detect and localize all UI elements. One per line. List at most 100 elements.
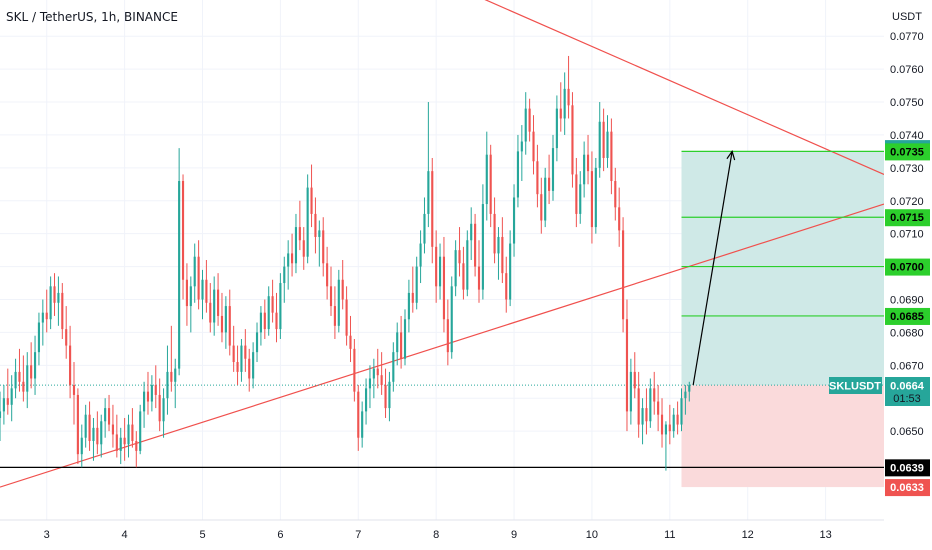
candle-body [353, 348, 356, 392]
candle-body [189, 286, 192, 307]
candle-body [497, 236, 500, 254]
time-axis[interactable]: 3 4 5 6 7 8 9 10 11 12 13 [44, 529, 832, 541]
x-tick-label: 12 [742, 529, 754, 541]
projection-arrow-head [726, 150, 736, 161]
candle-body [329, 286, 333, 307]
candle-body [37, 322, 41, 353]
price-tag-bg [885, 258, 930, 276]
candle-body [668, 424, 671, 432]
candle-body [104, 408, 107, 422]
candle-body [26, 365, 29, 392]
candle-body [540, 194, 543, 221]
y-tick-label: 0.0760 [890, 64, 924, 76]
candle-body [333, 306, 336, 326]
price-tag-value: 0.0735 [890, 146, 924, 158]
candle-body [637, 388, 640, 425]
candle-body [49, 286, 52, 320]
x-tick-label: 9 [511, 529, 517, 541]
candle-body [688, 385, 691, 392]
candle-body [287, 253, 290, 267]
candle-body [520, 141, 523, 152]
price-tag-bg [885, 479, 930, 497]
candle-body [664, 424, 667, 435]
trade-zones [681, 151, 884, 488]
candle-body [618, 207, 621, 231]
candle-body [368, 378, 372, 389]
y-tick-label: 0.0670 [890, 360, 924, 372]
candle-body [411, 292, 414, 303]
candle-body [629, 371, 632, 412]
price-tag-bg [885, 459, 930, 477]
candle-body [61, 292, 64, 330]
x-tick-label: 6 [277, 529, 283, 541]
y-tick-label: 0.0680 [890, 327, 924, 339]
candle-body [6, 398, 9, 405]
candle-body [532, 131, 535, 162]
candle-body [653, 388, 656, 402]
candle-body [263, 312, 266, 330]
candle-body [544, 177, 547, 221]
candle-body [450, 286, 453, 353]
candle-body [575, 174, 578, 214]
y-tick-label: 0.0690 [890, 294, 924, 306]
candle-body [598, 121, 601, 168]
candle-body [341, 279, 344, 300]
candle-body [481, 204, 484, 290]
candle-body [135, 441, 138, 451]
y-tick-label: 0.0720 [890, 196, 924, 208]
x-tick-label: 10 [586, 529, 598, 541]
candle-body [252, 352, 255, 379]
y-tick-label: 0.0650 [890, 426, 924, 438]
candle-body [10, 388, 13, 405]
candle-body [107, 408, 111, 425]
candle-body [466, 240, 469, 290]
candle-body [18, 371, 21, 382]
currency-label: USDT [892, 11, 922, 23]
candle-body [88, 414, 91, 442]
candle-body [602, 121, 605, 158]
candle-body [232, 345, 235, 363]
candle-body [0, 411, 2, 418]
candle-body [419, 243, 422, 267]
candle-body [139, 411, 142, 451]
projection-arrow-shaft [692, 151, 733, 386]
candle-body [326, 263, 329, 287]
candle-body [684, 391, 687, 399]
last-price-tag-bg [885, 377, 930, 406]
candle-body [279, 283, 282, 330]
candle-body [571, 105, 574, 175]
candle-body [322, 230, 325, 264]
candle-body [427, 171, 430, 214]
candle-body [267, 296, 270, 330]
candle-body [438, 256, 442, 287]
candle-body [69, 345, 72, 386]
candle-body [384, 385, 387, 409]
price-tag-value: 0.0633 [890, 482, 924, 494]
candle-body [283, 266, 286, 284]
x-tick-label: 4 [122, 529, 128, 541]
candle-body [228, 306, 231, 346]
candle-body [30, 365, 33, 379]
candle-body [516, 151, 520, 198]
candle-body [115, 434, 118, 451]
candle-body [660, 414, 664, 435]
price-tag-bg [885, 307, 930, 325]
candle-body [178, 181, 181, 369]
price-tag-value: 0.0639 [890, 462, 924, 474]
candle-body [372, 368, 375, 379]
candle-body [376, 368, 379, 376]
candle-body [170, 371, 173, 382]
candle-body [298, 227, 301, 241]
candle-body [622, 230, 625, 320]
support-trendline [0, 203, 885, 488]
candle-body [2, 398, 5, 412]
candle-body [672, 414, 675, 432]
candle-body [559, 108, 562, 119]
price-tag-value: 0.0715 [890, 212, 924, 224]
candle-body [501, 236, 504, 274]
candle-body [505, 273, 508, 300]
candle-body [579, 184, 582, 214]
candle-body [197, 256, 200, 300]
candle-body [45, 312, 48, 320]
